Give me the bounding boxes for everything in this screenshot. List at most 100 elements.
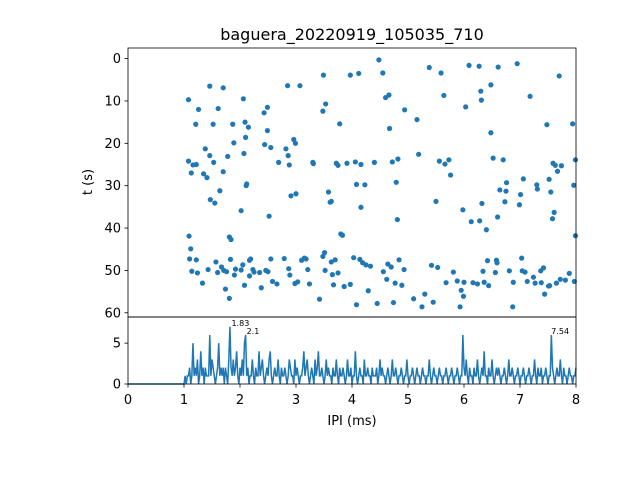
- scatter-point: [548, 189, 554, 195]
- x-tick-label: 2: [236, 393, 244, 408]
- scatter-point: [335, 270, 341, 276]
- scatter-point: [524, 278, 530, 285]
- scatter-point: [205, 266, 211, 273]
- scatter-point: [394, 216, 400, 223]
- scatter-point: [510, 304, 516, 310]
- scatter-point: [390, 299, 397, 306]
- ipi-histogram-line: [128, 326, 577, 385]
- peak-annotation-label: 7.54: [551, 327, 569, 336]
- scatter-point: [558, 163, 565, 169]
- scatter-point: [207, 153, 213, 159]
- scatter-point: [386, 92, 392, 98]
- scatter-point: [243, 134, 249, 140]
- scatter-point: [436, 158, 442, 164]
- scatter-point: [519, 255, 525, 261]
- scatter-point: [500, 157, 506, 163]
- x-tick-label: 7: [516, 393, 524, 408]
- scatter-point: [414, 116, 420, 123]
- scatter-point: [328, 198, 334, 204]
- scatter-point: [217, 188, 223, 194]
- scatter-point: [330, 282, 337, 288]
- scatter-point: [195, 106, 202, 113]
- scatter-point: [566, 270, 572, 276]
- scatter-point: [264, 128, 271, 134]
- scatter-point: [389, 159, 395, 165]
- y-tick-label: 5: [113, 337, 121, 352]
- scatter-point: [215, 269, 221, 276]
- scatter-point: [416, 151, 422, 157]
- scatter-point: [238, 208, 244, 214]
- scatter-point: [402, 107, 408, 113]
- scatter-point: [530, 274, 537, 280]
- scatter-point: [202, 146, 208, 152]
- scatter-y-ticks: 0 10 20 30 40 50 60: [104, 52, 128, 321]
- y-tick-label: 60: [104, 306, 121, 321]
- scatter-point: [470, 280, 476, 286]
- scatter-point: [503, 188, 509, 194]
- scatter-point: [223, 269, 230, 275]
- scatter-point: [281, 255, 287, 262]
- scatter-point: [454, 278, 460, 284]
- scatter-point: [322, 267, 328, 274]
- scatter-point: [461, 279, 467, 285]
- scatter-point: [376, 57, 382, 63]
- scatter-point: [225, 153, 231, 160]
- histogram-x-label: IPI (ms): [327, 414, 376, 429]
- x-tick-label: 8: [572, 393, 580, 408]
- y-tick-label: 40: [104, 222, 121, 237]
- scatter-point: [321, 250, 328, 256]
- scatter-point: [435, 264, 441, 271]
- scatter-point: [460, 293, 467, 299]
- scatter-point: [353, 302, 360, 308]
- scatter-point: [476, 63, 482, 69]
- scatter-point: [546, 176, 552, 182]
- scatter-point: [220, 169, 226, 175]
- scatter-point: [520, 176, 526, 182]
- scatter-point: [286, 162, 292, 168]
- peak-annotations: 1.832.1 7.54: [231, 319, 569, 336]
- scatter-point: [226, 295, 232, 301]
- scatter-point: [457, 304, 463, 310]
- scatter-point: [483, 227, 489, 233]
- scatter-point: [207, 83, 213, 89]
- scatter-point: [442, 161, 448, 167]
- scatter-point: [514, 61, 520, 67]
- x-tick-label: 1: [180, 393, 188, 408]
- scatter-point: [352, 159, 358, 165]
- y-tick-label: 0: [113, 378, 121, 393]
- y-tick-label: 10: [104, 94, 121, 109]
- scatter-point: [480, 268, 486, 274]
- scatter-point: [199, 280, 206, 286]
- scatter-point: [285, 153, 291, 159]
- scatter-point: [502, 199, 508, 205]
- scatter-point: [297, 83, 303, 89]
- scatter-point: [419, 304, 425, 310]
- scatter-point: [347, 72, 353, 78]
- scatter-point: [303, 256, 309, 262]
- scatter-point: [411, 296, 417, 302]
- scatter-point: [358, 161, 364, 168]
- scatter-point: [557, 276, 563, 282]
- scatter-point: [490, 155, 496, 161]
- scatter-point: [401, 266, 407, 273]
- scatter-point: [231, 140, 237, 146]
- scatter-point: [231, 272, 237, 278]
- y-tick-label: 30: [104, 179, 121, 194]
- scatter-point: [506, 268, 512, 274]
- scatter-point: [522, 269, 528, 275]
- scatter-point: [494, 260, 500, 266]
- scatter-point: [283, 146, 289, 152]
- scatter-point: [430, 299, 436, 305]
- scatter-point: [293, 191, 299, 197]
- scatter-point: [450, 269, 456, 275]
- scatter-point: [441, 92, 447, 99]
- scatter-point: [316, 296, 323, 302]
- scatter-point: [380, 70, 386, 76]
- scatter-point: [230, 121, 236, 127]
- scatter-point: [562, 277, 568, 283]
- scatter-point: [248, 256, 254, 262]
- scatter-point: [353, 181, 360, 188]
- scatter-point: [320, 72, 327, 78]
- scatter-point: [446, 157, 452, 163]
